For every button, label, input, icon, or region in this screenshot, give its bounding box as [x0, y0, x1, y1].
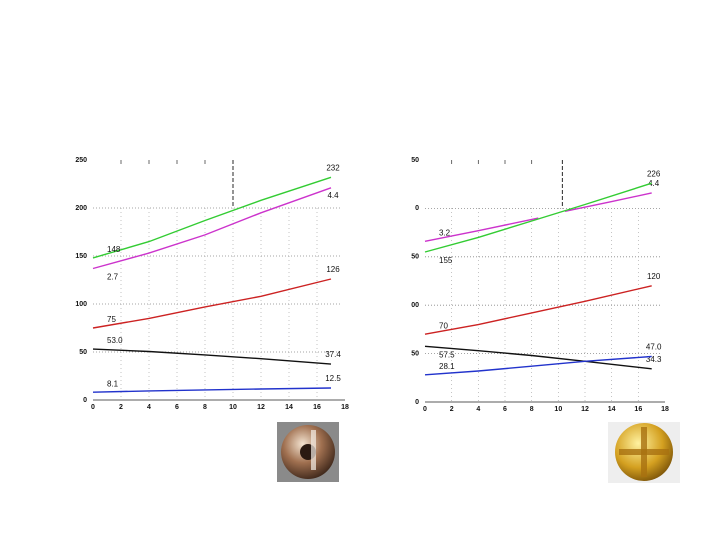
series-line [92, 348, 332, 365]
y-tick-label: 50 [411, 157, 419, 164]
data-label: 148 [107, 245, 121, 254]
x-tick-label: 6 [175, 404, 179, 411]
photo-left [277, 422, 339, 482]
data-label: 34.3 [646, 355, 662, 364]
series-line [564, 192, 652, 212]
data-label: 120 [647, 272, 661, 281]
data-label: 57.5 [439, 350, 455, 359]
y-tick-label: 00 [411, 302, 419, 309]
y-tick-label: 100 [75, 301, 87, 308]
data-label: 4.4 [327, 191, 339, 200]
x-tick-label: 16 [634, 406, 642, 413]
y-tick-label: 150 [75, 253, 87, 260]
data-label: 37.4 [325, 350, 341, 359]
data-label: 12.5 [325, 374, 341, 383]
y-tick-label: 0 [415, 205, 419, 212]
data-label: 70 [439, 321, 448, 330]
y-tick-label: 200 [75, 205, 87, 212]
y-tick-label: 50 [79, 349, 87, 356]
x-tick-label: 4 [476, 406, 480, 413]
x-tick-label: 18 [341, 404, 349, 411]
x-tick-label: 14 [285, 404, 293, 411]
x-tick-label: 12 [257, 404, 265, 411]
y-tick-label: 250 [75, 157, 87, 164]
x-tick-label: 0 [91, 404, 95, 411]
data-label: 4.4 [648, 179, 660, 188]
data-label: 155 [439, 256, 453, 265]
data-label: 47.0 [646, 343, 662, 352]
x-tick-label: 10 [554, 406, 562, 413]
data-label: 3.2 [439, 228, 451, 237]
series-line [424, 355, 652, 376]
series-line [424, 345, 652, 370]
x-tick-label: 0 [423, 406, 427, 413]
x-tick-label: 16 [313, 404, 321, 411]
data-label: 8.1 [107, 379, 119, 388]
series-line [424, 217, 539, 242]
series-line [92, 278, 332, 329]
x-tick-label: 4 [147, 404, 151, 411]
series-line [92, 387, 332, 393]
y-tick-label: 50 [411, 350, 419, 357]
x-tick-label: 8 [530, 406, 534, 413]
x-tick-label: 12 [581, 406, 589, 413]
data-label: 226 [647, 169, 661, 178]
x-tick-label: 2 [119, 404, 123, 411]
data-label: 53.0 [107, 336, 123, 345]
x-tick-label: 8 [203, 404, 207, 411]
data-label: 232 [326, 163, 340, 172]
series-line [424, 285, 652, 335]
y-tick-label: 50 [411, 254, 419, 261]
x-tick-label: 18 [661, 406, 669, 413]
data-label: 126 [326, 265, 340, 274]
y-tick-label: 0 [83, 397, 87, 404]
photo-right [608, 422, 680, 483]
data-label: 75 [107, 315, 116, 324]
y-tick-label: 0 [415, 399, 419, 406]
series-line [424, 182, 652, 253]
x-tick-label: 14 [608, 406, 616, 413]
data-label: 2.7 [107, 273, 119, 282]
x-tick-label: 6 [503, 406, 507, 413]
series-line [92, 187, 332, 270]
x-tick-label: 10 [229, 404, 237, 411]
series-line [92, 176, 332, 259]
x-tick-label: 2 [450, 406, 454, 413]
data-label: 28.1 [439, 362, 455, 371]
